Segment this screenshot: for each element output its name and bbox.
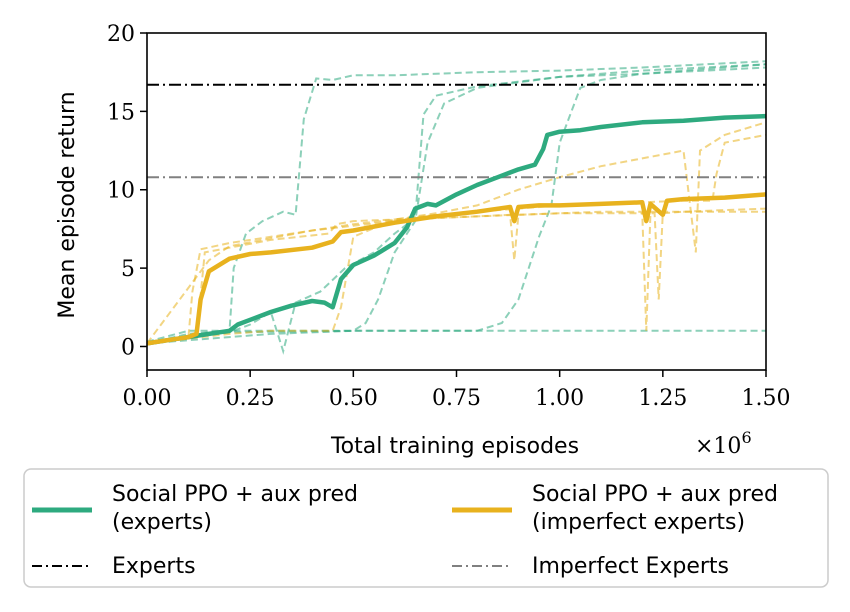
series-line-1	[146, 192, 767, 346]
faint-run-0	[146, 60, 767, 345]
x-multiplier-label: ×106	[695, 428, 752, 459]
faint-run-5	[146, 207, 767, 345]
y-tick-label-4: 20	[107, 22, 135, 47]
faint-run-7	[146, 121, 767, 345]
x-tick-label-0: 0.00	[123, 386, 172, 411]
legend-label-experts-line1: Social PPO + aux pred	[112, 482, 358, 507]
x-tick-label-1: 0.25	[226, 386, 275, 411]
x-tick-label-4: 1.00	[535, 386, 584, 411]
x-axis-label: Total training episodes	[330, 434, 579, 459]
faint-run-8	[146, 133, 767, 344]
series-lines	[146, 113, 767, 346]
y-axis-label: Mean episode return	[55, 91, 80, 318]
legend-label-imperfect-line2: (imperfect experts)	[532, 510, 745, 535]
x-tick-label-6: 1.50	[742, 386, 791, 411]
x-tick-label-2: 0.50	[329, 386, 378, 411]
y-tick-label-0: 0	[121, 335, 135, 360]
x-multiplier-base: ×10	[695, 434, 741, 459]
faint-runs	[146, 60, 767, 355]
faint-run-1	[146, 63, 767, 355]
x-multiplier-exponent: 6	[741, 428, 751, 447]
legend-label-imperfect-ref: Imperfect Experts	[532, 554, 729, 579]
faint-run-4	[146, 329, 766, 343]
x-tick-label-3: 0.75	[432, 386, 481, 411]
legend-frame	[23, 468, 829, 588]
x-tick-label-5: 1.25	[638, 386, 687, 411]
x-axis: 0.00 0.25 0.50 0.75 1.00 1.25 1.50	[123, 370, 791, 411]
series-line-0	[146, 113, 767, 346]
faint-run-6	[146, 210, 766, 345]
y-tick-label-2: 10	[107, 179, 135, 204]
y-tick-label-3: 15	[107, 100, 135, 125]
y-axis: 0 5 10 15 20	[107, 22, 147, 360]
faint-run-3	[146, 66, 767, 345]
legend-label-imperfect-line1: Social PPO + aux pred	[532, 482, 778, 507]
legend-label-experts-line2: (experts)	[112, 510, 212, 535]
reference-lines	[147, 83, 766, 179]
legend: Social PPO + aux pred (experts) Social P…	[23, 468, 829, 588]
y-tick-label-1: 5	[121, 257, 135, 282]
legend-label-experts-ref: Experts	[112, 554, 196, 579]
faint-run-2	[146, 63, 767, 345]
